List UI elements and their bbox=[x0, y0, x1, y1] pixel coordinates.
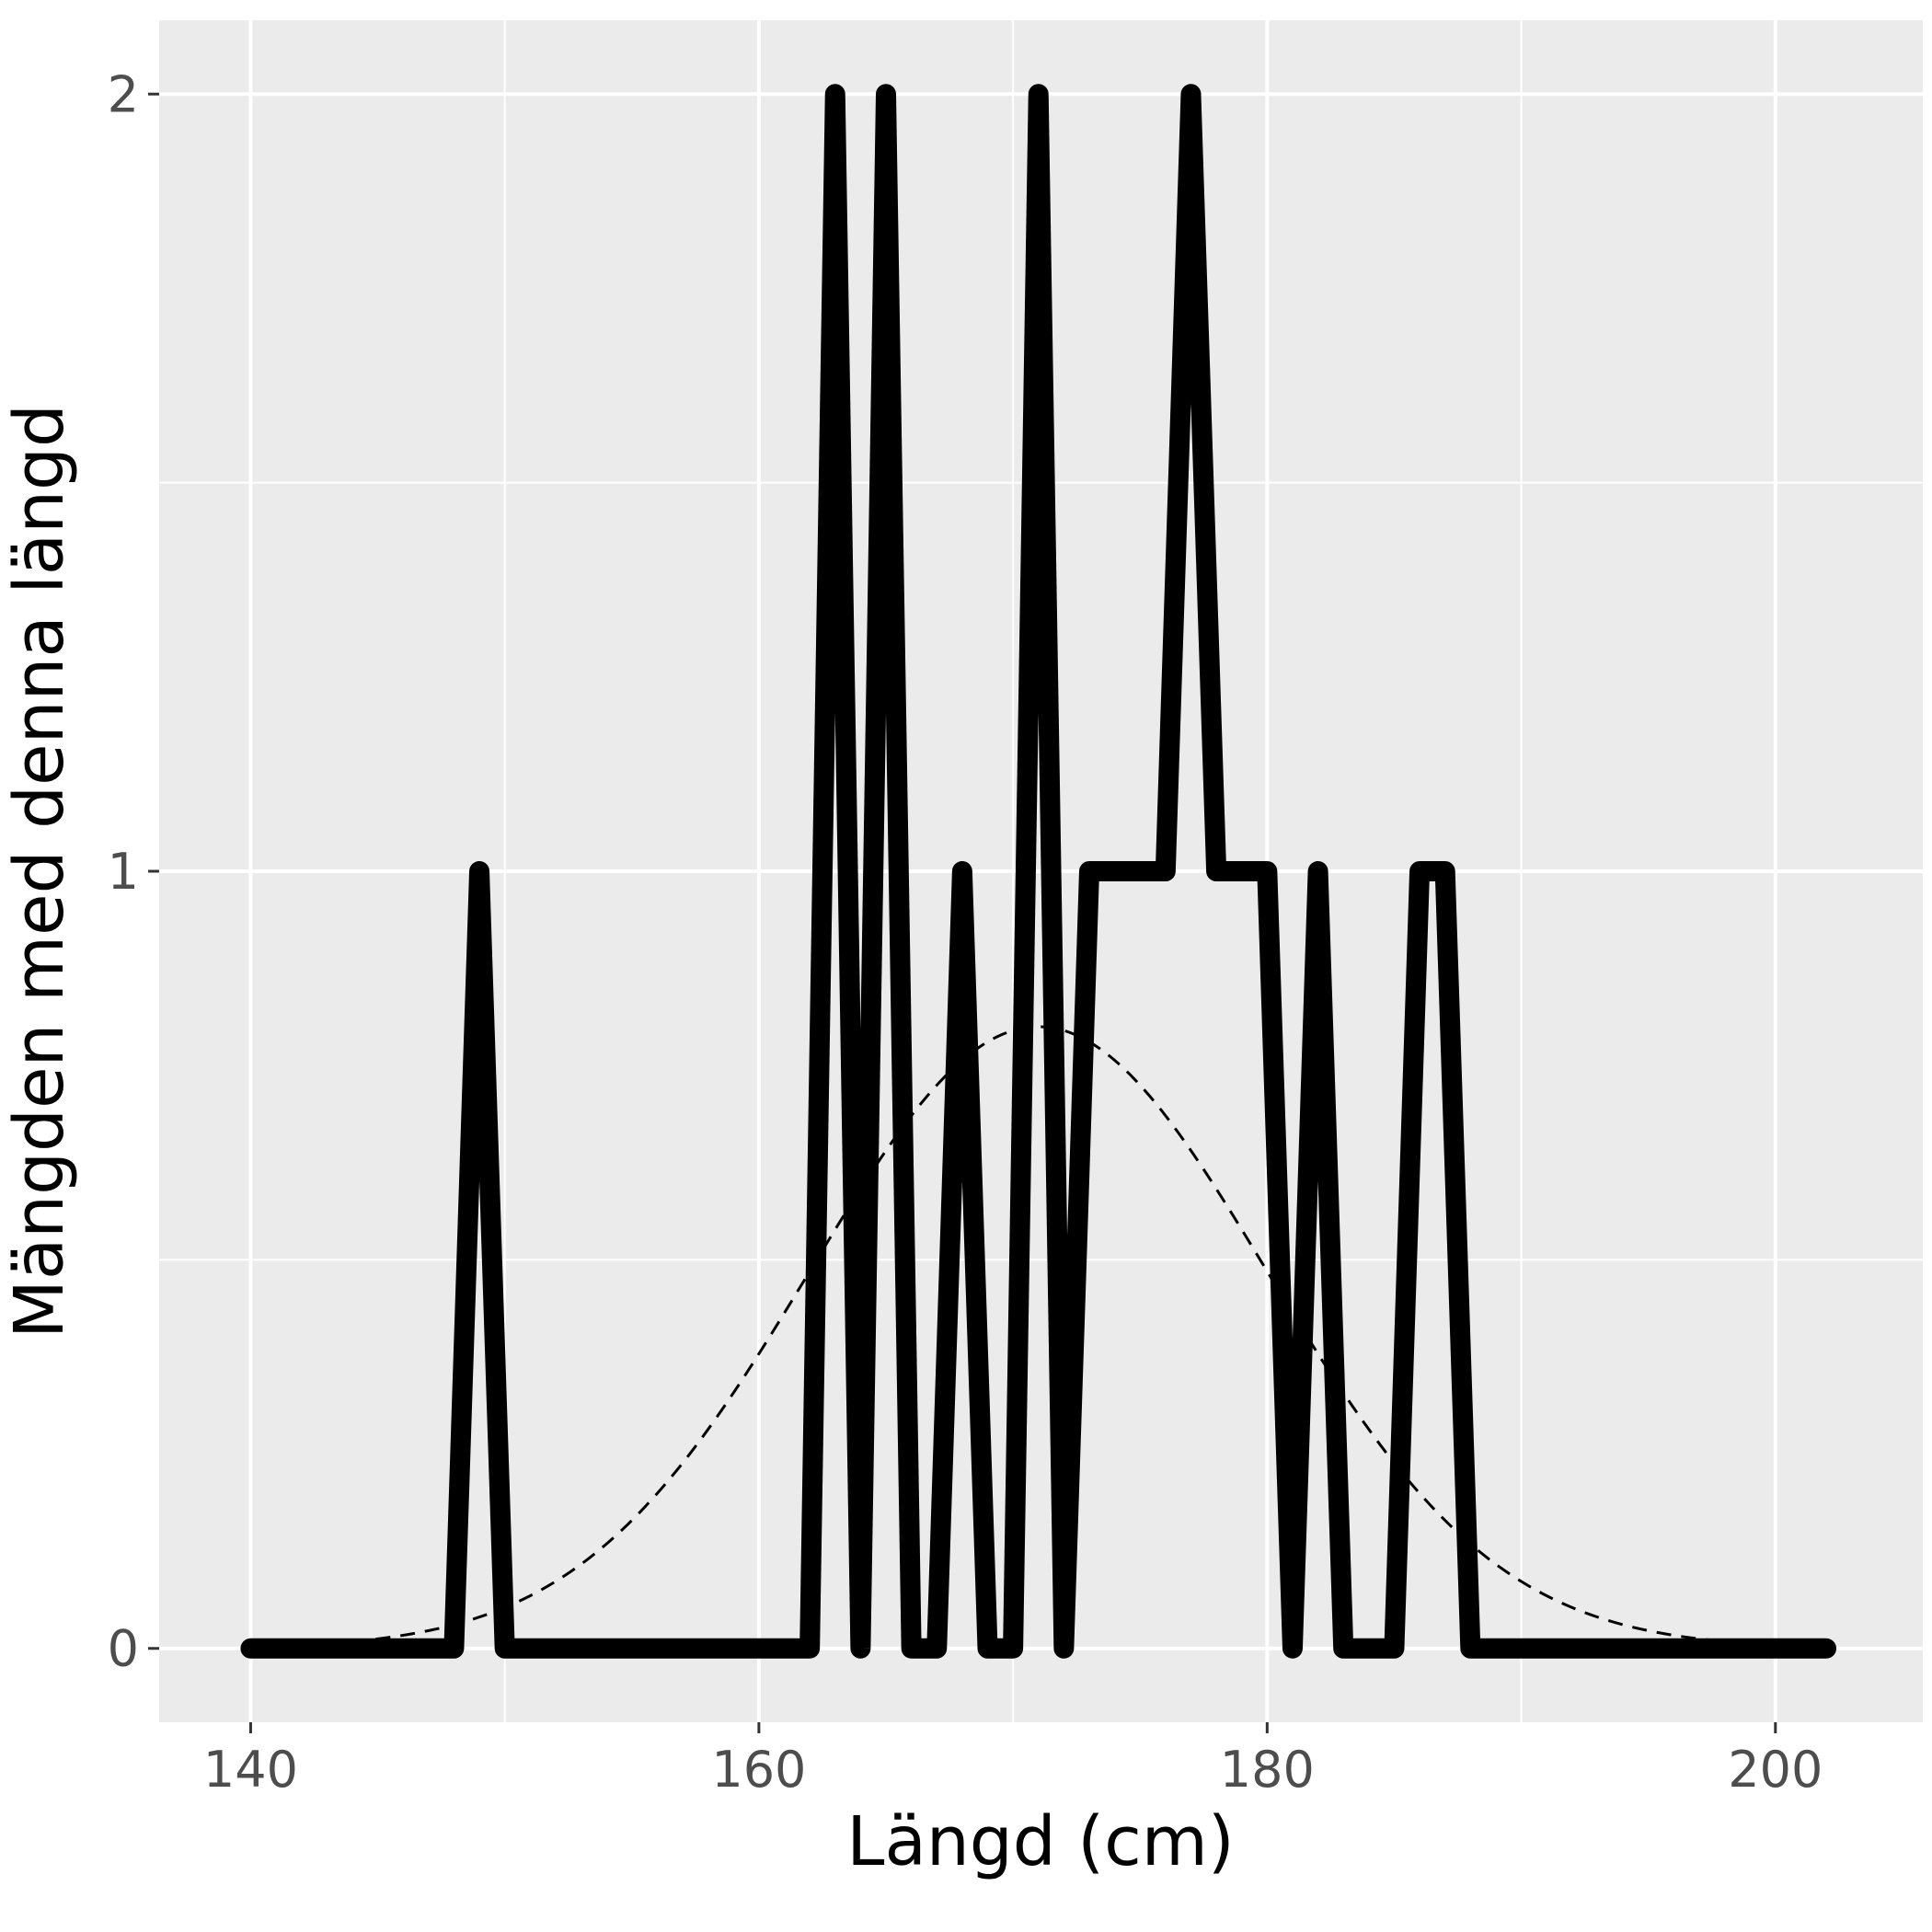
x-tick-label: 140 bbox=[203, 1741, 298, 1799]
x-axis-title: Längd (cm) bbox=[846, 1802, 1234, 1881]
y-tick-label: 0 bbox=[108, 1620, 139, 1678]
y-axis-title: Mängden med denna längd bbox=[0, 404, 79, 1339]
x-tick-label: 160 bbox=[711, 1741, 806, 1799]
x-tick-label: 200 bbox=[1728, 1741, 1823, 1799]
y-axis-tick-labels: 0 1 2 bbox=[108, 65, 139, 1677]
y-tick-label: 1 bbox=[108, 843, 139, 901]
y-axis-ticks bbox=[148, 92, 159, 1650]
x-axis-tick-labels: 140 160 180 200 bbox=[203, 1741, 1823, 1799]
x-tick-label: 180 bbox=[1220, 1741, 1315, 1799]
series-count-line bbox=[240, 84, 1837, 1659]
x-axis-ticks bbox=[248, 1722, 1777, 1733]
y-tick-label: 2 bbox=[108, 65, 139, 123]
series-layer bbox=[240, 84, 1837, 1659]
series-normal-curve-line bbox=[301, 1025, 1776, 1647]
